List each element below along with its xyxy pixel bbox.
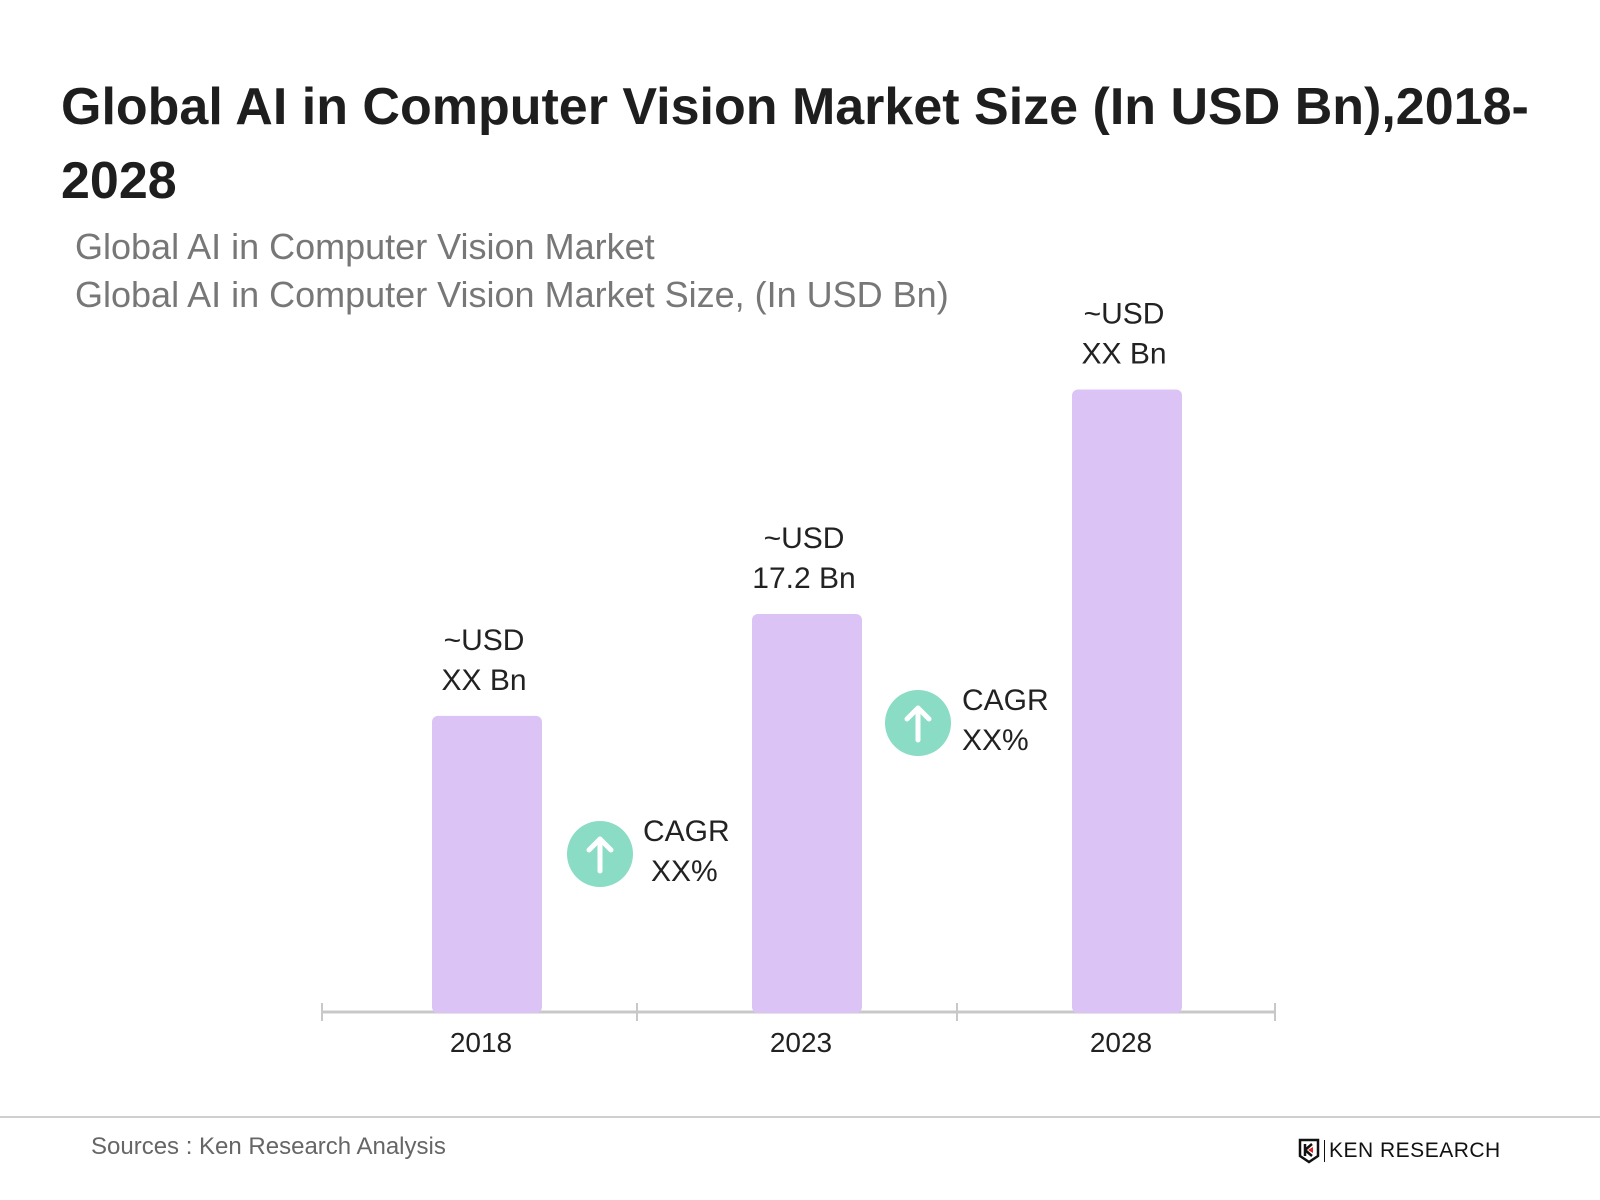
arrow-up-icon: [904, 705, 932, 743]
cagr-label: CAGR: [962, 684, 1049, 717]
source-note: Sources : Ken Research Analysis: [91, 1133, 446, 1160]
arrow-up-icon: [586, 836, 614, 874]
chart-title: Global AI in Computer Vision Market Size…: [61, 78, 1529, 210]
data-label-line2: 17.2 Bn: [752, 562, 855, 595]
x-tick-label: 2023: [770, 1027, 832, 1058]
bar-2018: [432, 715, 542, 1013]
bar-2028: [1072, 389, 1182, 1013]
ken-research-shield-icon: [1298, 1138, 1320, 1164]
chart-subtitle: Global AI in Computer Vision Market: [75, 226, 655, 267]
data-label-line2: XX Bn: [441, 664, 526, 697]
chart-subtitle-units: Global AI in Computer Vision Market Size…: [75, 274, 949, 315]
data-label-line1: ~USD: [1084, 298, 1165, 331]
logo-text: KEN RESEARCH: [1329, 1139, 1501, 1162]
x-tick-label: 2018: [450, 1027, 512, 1058]
footer-divider: [0, 1116, 1600, 1118]
ken-research-logo: KEN RESEARCH: [1298, 1138, 1501, 1164]
data-label-line1: ~USD: [444, 624, 525, 657]
cagr-value: XX%: [962, 724, 1029, 757]
logo-divider: [1324, 1140, 1325, 1162]
cagr-label: CAGR: [643, 815, 730, 848]
data-label-line1: ~USD: [764, 522, 845, 555]
data-label-line2: XX Bn: [1081, 338, 1166, 371]
x-tick-label: 2028: [1090, 1027, 1152, 1058]
bar-2023: [752, 614, 862, 1013]
cagr-value: XX%: [651, 855, 718, 888]
